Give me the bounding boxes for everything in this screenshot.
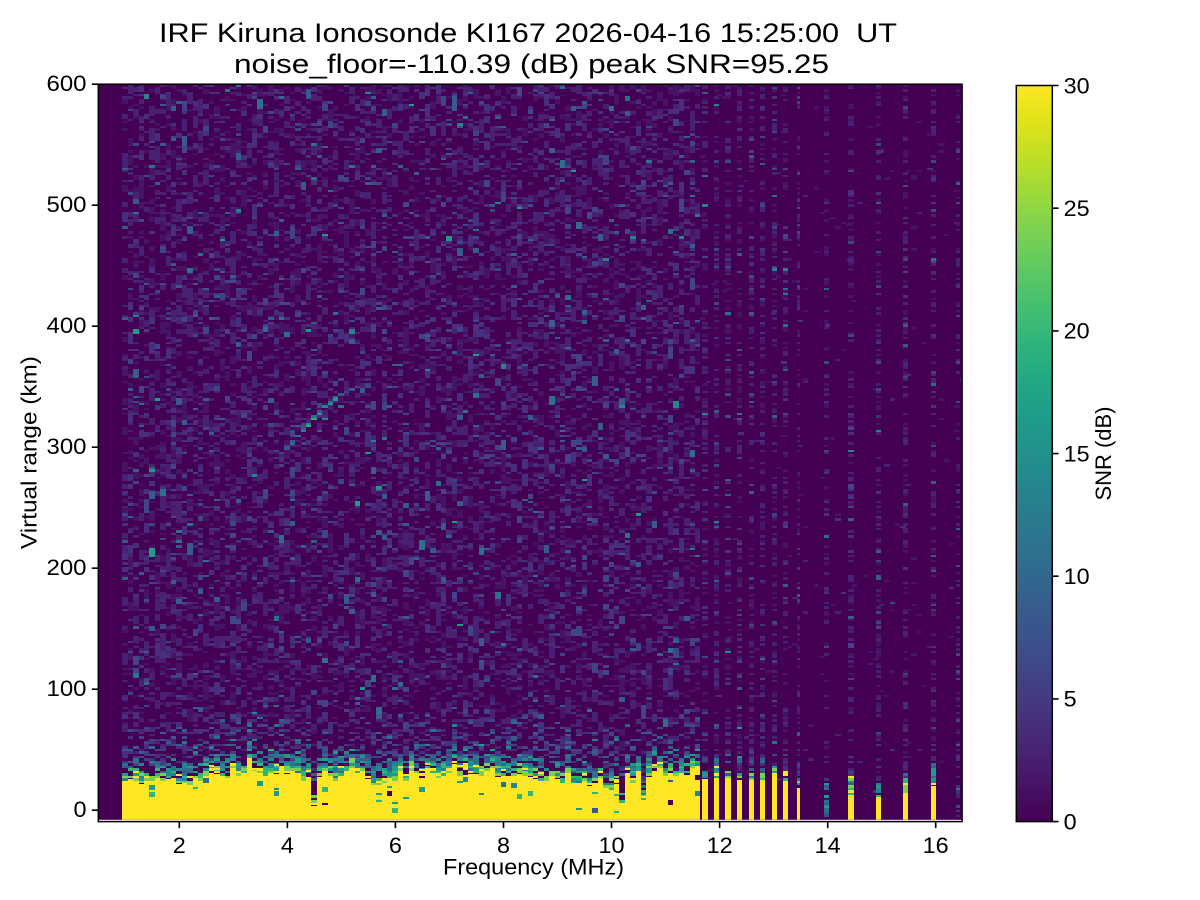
- svg-text:0: 0: [1064, 809, 1077, 834]
- svg-text:100: 100: [47, 676, 87, 701]
- svg-text:10: 10: [599, 833, 625, 858]
- svg-text:2: 2: [173, 833, 186, 858]
- svg-text:noise_floor=-110.39 (dB) peak: noise_floor=-110.39 (dB) peak SNR=95.25: [234, 48, 829, 79]
- svg-text:4: 4: [281, 833, 294, 858]
- svg-text:Frequency (MHz): Frequency (MHz): [443, 855, 624, 880]
- svg-text:10: 10: [1064, 564, 1090, 589]
- svg-text:0: 0: [74, 797, 87, 822]
- svg-text:500: 500: [47, 192, 87, 217]
- svg-text:8: 8: [497, 833, 510, 858]
- svg-text:14: 14: [815, 833, 841, 858]
- svg-text:400: 400: [47, 313, 87, 338]
- svg-text:SNR (dB): SNR (dB): [1091, 407, 1116, 501]
- svg-text:Virtual range (km): Virtual range (km): [16, 356, 41, 549]
- svg-text:600: 600: [47, 71, 87, 96]
- svg-text:25: 25: [1064, 196, 1090, 221]
- svg-text:30: 30: [1064, 73, 1090, 98]
- svg-text:300: 300: [47, 434, 87, 459]
- svg-text:16: 16: [923, 833, 949, 858]
- svg-text:5: 5: [1064, 687, 1077, 712]
- svg-text:12: 12: [707, 833, 733, 858]
- svg-text:IRF Kiruna Ionosonde KI167 202: IRF Kiruna Ionosonde KI167 2026-04-16 15…: [159, 17, 897, 48]
- svg-text:6: 6: [389, 833, 402, 858]
- svg-text:20: 20: [1064, 319, 1090, 344]
- svg-text:200: 200: [47, 555, 87, 580]
- svg-text:15: 15: [1064, 441, 1090, 466]
